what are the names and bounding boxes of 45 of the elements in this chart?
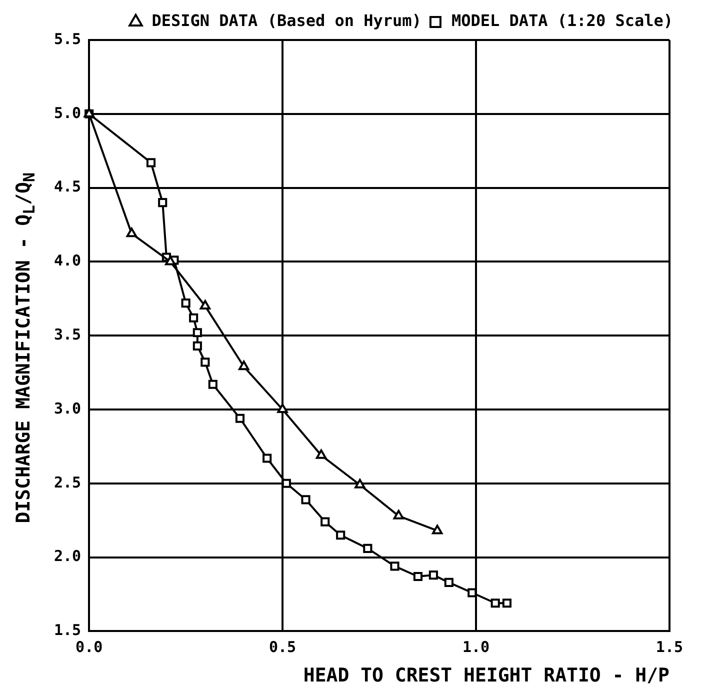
x-axis-title: HEAD TO CREST HEIGHT RATIO - H/P <box>303 664 670 687</box>
y-tick-label: 5.5 <box>54 30 82 48</box>
point <box>238 360 250 370</box>
y-tick-label: 2.0 <box>54 547 82 566</box>
point <box>390 562 400 571</box>
y-tick-label: 5.0 <box>54 104 82 122</box>
point <box>336 530 346 540</box>
x-tick-label: 0.5 <box>269 638 296 656</box>
x-tick-label: 0.0 <box>76 638 103 656</box>
point <box>320 517 330 526</box>
point <box>235 414 245 423</box>
point <box>363 544 372 553</box>
y-tick-label: 3.5 <box>54 325 82 344</box>
point <box>208 380 218 389</box>
point <box>126 228 137 238</box>
point <box>277 404 288 413</box>
point <box>444 578 454 587</box>
point <box>316 449 327 459</box>
point <box>354 478 366 488</box>
point <box>165 256 176 266</box>
point <box>146 158 156 168</box>
x-tick-label: 1.0 <box>462 638 490 656</box>
point <box>192 341 202 350</box>
point <box>189 313 198 322</box>
point <box>192 328 202 338</box>
y-tick-label: 4.0 <box>54 252 82 270</box>
point <box>200 358 210 367</box>
point <box>262 454 272 463</box>
point <box>502 598 512 608</box>
y-tick-label: 4.5 <box>54 178 82 196</box>
y-tick-label: 1.5 <box>54 621 82 640</box>
point <box>200 300 210 310</box>
x-tick-label: 1.5 <box>656 638 683 656</box>
point <box>413 572 422 582</box>
legend-label: DESIGN DATA (Based on Hyrum) <box>152 11 422 30</box>
point <box>181 298 190 308</box>
y-tick-label: 2.5 <box>54 473 82 492</box>
point <box>432 524 443 534</box>
point <box>428 570 438 580</box>
point <box>490 598 500 608</box>
y-tick-label: 3.0 <box>54 399 82 418</box>
point <box>301 495 310 504</box>
legend-label: MODEL DATA (1:20 Scale) <box>451 11 674 30</box>
point <box>393 510 404 520</box>
point <box>158 198 168 208</box>
